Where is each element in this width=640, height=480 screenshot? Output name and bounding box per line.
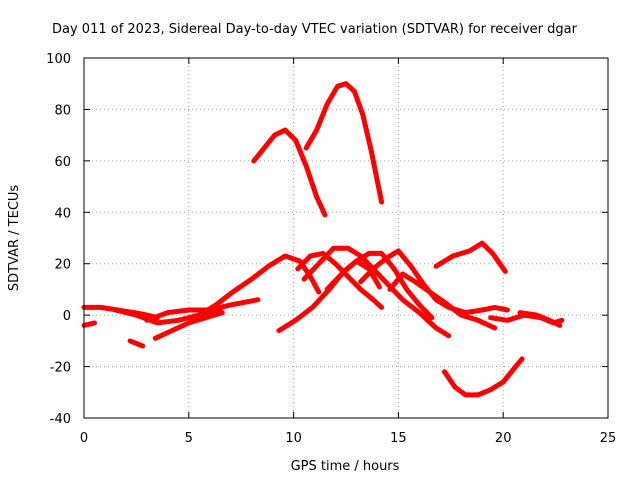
x-tick-label: 10 bbox=[285, 431, 302, 446]
series-line-arc-high-2 bbox=[303, 81, 385, 205]
series-line-arc-late-1 bbox=[433, 240, 508, 274]
series-line-arc-neg bbox=[442, 356, 525, 398]
y-tick-label: 40 bbox=[54, 206, 71, 221]
grid bbox=[84, 58, 608, 418]
series-line-arc-late-3 bbox=[517, 310, 563, 328]
chart-title: Day 011 of 2023, Sidereal Day-to-day VTE… bbox=[52, 22, 578, 37]
x-tick-label: 0 bbox=[80, 431, 88, 446]
series-line-arc-rise-1 bbox=[196, 253, 322, 318]
series-line-arc-mid-5 bbox=[387, 271, 498, 331]
axes: 0 5 10 15 20 25 -40 -20 0 20 40 60 80 100 bbox=[46, 52, 616, 446]
series-line-arc-mid-1 bbox=[295, 250, 385, 310]
x-tick-label: 20 bbox=[495, 431, 512, 446]
series-line-arc-low-3 bbox=[127, 338, 146, 349]
y-tick-label: -40 bbox=[50, 412, 71, 427]
y-axis-label: SDTVAR / TECUs bbox=[7, 185, 22, 292]
x-tick-label: 25 bbox=[600, 431, 617, 446]
y-tick-label: -20 bbox=[50, 361, 71, 376]
y-tick-label: 100 bbox=[46, 52, 71, 67]
series-line-arc-low-2 bbox=[81, 320, 97, 328]
plot-area bbox=[81, 81, 565, 398]
plot-frame bbox=[83, 57, 609, 419]
x-axis-label: GPS time / hours bbox=[291, 459, 400, 474]
series-line-arc-high-1 bbox=[251, 127, 328, 218]
series-line-arc-low-6 bbox=[144, 297, 261, 323]
y-tick-label: 60 bbox=[54, 155, 71, 170]
y-tick-label: 20 bbox=[54, 258, 71, 273]
series-line-arc-low-4 bbox=[152, 310, 225, 341]
y-tick-label: 0 bbox=[63, 309, 71, 324]
series-line-arc-rise-2 bbox=[276, 258, 382, 334]
x-tick-label: 5 bbox=[185, 431, 193, 446]
series-line-arc-mid-3 bbox=[324, 250, 435, 321]
y-tick-label: 80 bbox=[54, 103, 71, 118]
x-tick-label: 15 bbox=[390, 431, 407, 446]
